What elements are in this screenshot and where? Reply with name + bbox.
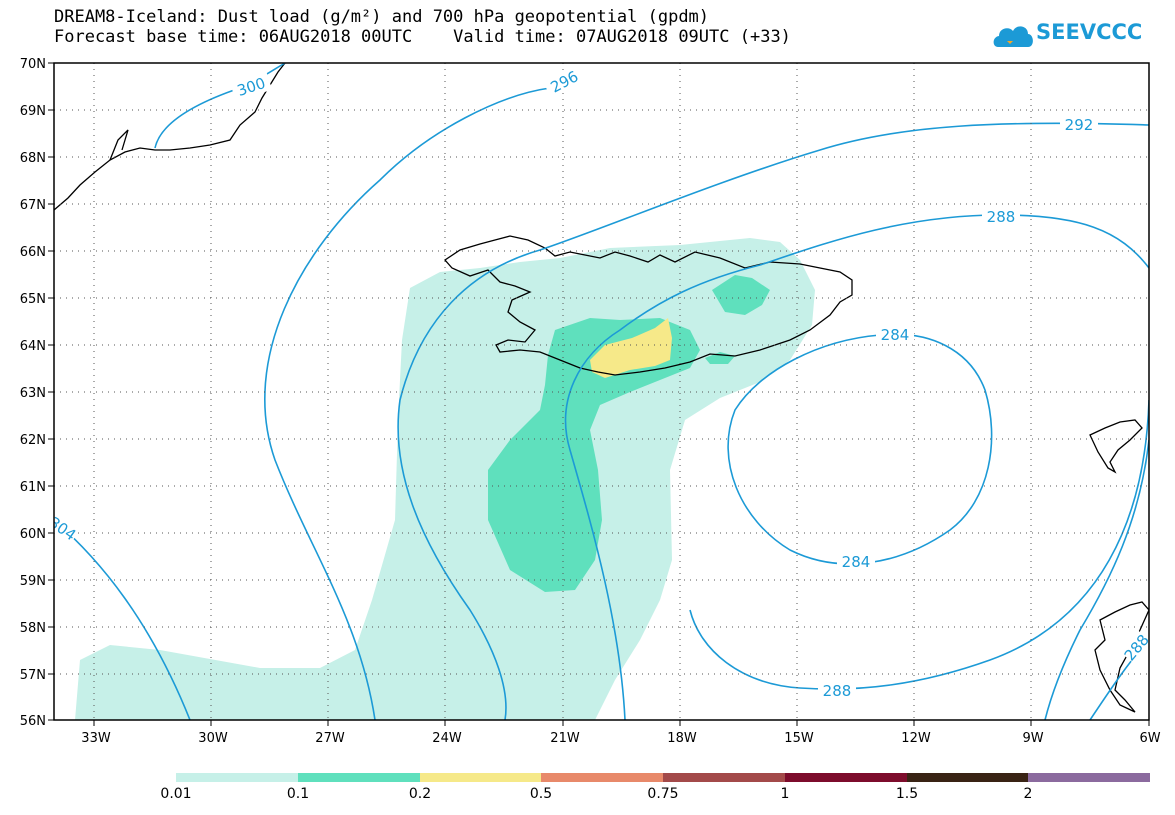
lat-label: 70N — [20, 57, 46, 72]
lat-label: 57N — [20, 668, 46, 683]
lat-label: 68N — [20, 151, 46, 166]
map-subtitle: Forecast base time: 06AUG2018 00UTC Vali… — [54, 27, 791, 47]
colorbar — [176, 773, 1150, 782]
colorbar-label: 0.2 — [408, 786, 432, 802]
colorbar-label: 0.5 — [529, 786, 553, 802]
colorbar-label: 1.5 — [895, 786, 919, 802]
lon-label: 27W — [315, 731, 345, 746]
lat-label: 65N — [20, 292, 46, 307]
colorbar-label: 0.01 — [160, 786, 192, 802]
colorbar-labels: 0.01 0.1 0.2 0.5 0.75 1 1.5 2 — [0, 786, 1175, 806]
lat-label: 59N — [20, 574, 46, 589]
contour-label: 284 — [842, 553, 871, 571]
colorbar-swatch — [419, 773, 542, 782]
dust-region-medium — [712, 275, 770, 315]
lon-label: 33W — [81, 731, 111, 746]
lon-label: 15W — [784, 731, 814, 746]
lat-label: 66N — [20, 245, 46, 260]
lat-label: 56N — [20, 714, 46, 729]
lat-label: 64N — [20, 339, 46, 354]
colorbar-swatch — [297, 773, 420, 782]
cloud-icon — [993, 26, 1033, 47]
colorbar-swatch — [663, 773, 785, 782]
coastline — [54, 63, 1149, 713]
lon-label: 18W — [667, 731, 697, 746]
lat-label: 62N — [20, 433, 46, 448]
contour-296 — [264, 87, 551, 720]
lon-label: 21W — [550, 731, 580, 746]
lat-label: 61N — [20, 480, 46, 495]
contour-292 — [397, 122, 1149, 720]
lat-label: 69N — [20, 104, 46, 119]
dust-region-high — [590, 318, 672, 378]
map-title: DREAM8-Iceland: Dust load (g/m²) and 700… — [54, 7, 710, 27]
contour-label: 288 — [987, 208, 1016, 226]
lon-label: 9W — [1022, 731, 1043, 746]
contour-label: 288 — [823, 682, 852, 700]
colorbar-swatch — [784, 773, 907, 782]
lat-label: 58N — [20, 621, 46, 636]
colorbar-label: 0.75 — [647, 786, 679, 802]
lat-label: 60N — [20, 527, 46, 542]
lat-label: 67N — [20, 198, 46, 213]
colorbar-label: 2 — [1023, 786, 1033, 802]
lon-label: 24W — [432, 731, 462, 746]
dust-region-medium — [488, 318, 700, 592]
colorbar-label: 0.1 — [286, 786, 310, 802]
lon-label: 30W — [198, 731, 228, 746]
contour-288-lower — [689, 399, 1149, 690]
contour-label: 284 — [881, 326, 910, 344]
colorbar-swatch — [1028, 773, 1150, 782]
lon-label: 6W — [1139, 731, 1160, 746]
contour-288-right — [1044, 439, 1149, 720]
colorbar-label: 1 — [780, 786, 790, 802]
axis-ticks — [48, 62, 1150, 726]
lon-label: 12W — [901, 731, 931, 746]
contour-label: 292 — [1065, 116, 1094, 134]
gridlines — [54, 63, 1149, 720]
colorbar-swatch — [906, 773, 1029, 782]
lat-label: 63N — [20, 386, 46, 401]
colorbar-swatch — [541, 773, 663, 782]
colorbar-swatch — [176, 773, 298, 782]
seevccc-logo: SEEVCCC — [1036, 20, 1143, 44]
